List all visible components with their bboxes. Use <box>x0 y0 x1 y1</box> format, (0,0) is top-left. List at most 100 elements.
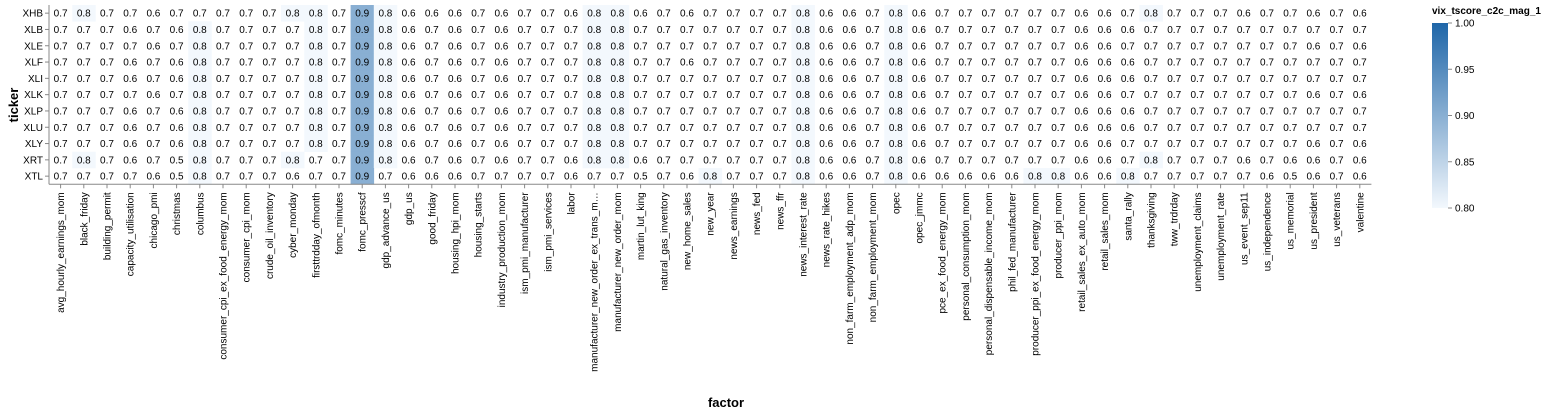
cell-value-label: 0.7 <box>935 123 949 134</box>
cell-value-label: 0.7 <box>866 74 880 85</box>
cell-value-label: 0.7 <box>54 155 68 166</box>
cell-value-label: 0.7 <box>1190 74 1204 85</box>
cell-value-label: 0.7 <box>1190 9 1204 20</box>
cell-value-label: 0.7 <box>1353 123 1367 134</box>
cell-value-label: 0.8 <box>378 123 392 134</box>
cell-value-label: 0.6 <box>123 155 137 166</box>
cell-value-label: 0.7 <box>610 172 624 183</box>
cell-value-label: 0.8 <box>378 74 392 85</box>
heatmap-value-labels: 0.7 0.8 0.7 0.7 0.6 0.7 0.7 0.7 0.7 0.7 0.8 0.8 0.7 0… <box>54 9 1368 183</box>
x-tick-label: cyber_monday <box>288 192 299 258</box>
cell-value-label: 0.7 <box>1028 74 1042 85</box>
y-tick-label: XLU <box>24 123 43 134</box>
cell-value-label: 0.6 <box>912 41 926 52</box>
cell-value-label: 0.7 <box>54 106 68 117</box>
cell-value-label: 0.7 <box>564 123 578 134</box>
cell-value-label: 0.7 <box>958 139 972 150</box>
cell-value-label: 0.7 <box>1051 139 1065 150</box>
cell-value-label: 0.6 <box>912 9 926 20</box>
cell-value-label: 0.7 <box>726 139 740 150</box>
cell-value-label: 0.7 <box>1051 9 1065 20</box>
cell-value-label: 0.8 <box>796 9 810 20</box>
cell-value-label: 0.7 <box>982 90 996 101</box>
cell-value-label: 0.6 <box>448 25 462 36</box>
cell-value-label: 0.8 <box>610 9 624 20</box>
cell-value-label: 0.6 <box>1074 58 1088 69</box>
cell-value-label: 0.7 <box>1353 25 1367 36</box>
cell-value-label: 0.7 <box>773 106 787 117</box>
cell-value-label: 0.7 <box>1051 90 1065 101</box>
cell-value-label: 0.8 <box>309 58 323 69</box>
cell-value-label: 0.7 <box>286 123 300 134</box>
cell-value-label: 0.7 <box>541 123 555 134</box>
heatmap-cell <box>304 37 328 55</box>
cell-value-label: 0.7 <box>866 90 880 101</box>
cell-value-label: 0.7 <box>680 74 694 85</box>
cell-value-label: 0.7 <box>1260 139 1274 150</box>
cell-value-label: 0.9 <box>355 155 369 166</box>
cell-value-label: 0.7 <box>657 25 671 36</box>
cell-value-label: 0.6 <box>1283 155 1297 166</box>
heatmap-cell <box>884 86 908 104</box>
heatmap-cell <box>884 37 908 55</box>
cell-value-label: 0.7 <box>1005 155 1019 166</box>
cell-value-label: 0.8 <box>796 58 810 69</box>
cell-value-label: 0.6 <box>123 74 137 85</box>
cell-value-label: 0.7 <box>680 25 694 36</box>
cell-value-label: 0.7 <box>634 58 648 69</box>
cell-value-label: 0.6 <box>982 172 996 183</box>
cell-value-label: 0.7 <box>657 90 671 101</box>
cell-value-label: 0.6 <box>170 139 184 150</box>
heatmap-cell <box>582 151 607 169</box>
cell-value-label: 0.6 <box>912 106 926 117</box>
cell-value-label: 0.7 <box>216 123 230 134</box>
heatmap-cell <box>791 37 815 55</box>
cell-value-label: 0.6 <box>1306 155 1320 166</box>
cell-value-label: 0.7 <box>541 155 555 166</box>
cell-value-label: 0.7 <box>1144 74 1158 85</box>
cell-value-label: 0.6 <box>842 106 856 117</box>
heatmap-cell <box>373 37 398 55</box>
cell-value-label: 0.7 <box>1214 25 1228 36</box>
cell-value-label: 0.8 <box>889 9 903 20</box>
x-tick-label: retail_sales_mom <box>1100 192 1111 270</box>
cell-value-label: 0.7 <box>518 9 532 20</box>
cell-value-label: 0.6 <box>1074 139 1088 150</box>
cell-value-label: 0.7 <box>1190 41 1204 52</box>
x-tick-label: fomc_minutes <box>335 192 346 254</box>
heatmap-cell <box>791 151 815 169</box>
heatmap-cell <box>373 102 398 120</box>
cell-value-label: 0.7 <box>100 123 114 134</box>
cell-value-label: 0.7 <box>541 9 555 20</box>
cell-value-label: 0.7 <box>146 58 160 69</box>
cell-value-label: 0.7 <box>1190 106 1204 117</box>
cell-value-label: 0.6 <box>1098 41 1112 52</box>
cell-value-label: 0.8 <box>309 106 323 117</box>
cell-value-label: 0.6 <box>494 9 508 20</box>
cell-value-label: 0.7 <box>1167 58 1181 69</box>
cell-value-label: 0.6 <box>494 106 508 117</box>
cell-value-label: 0.6 <box>1098 172 1112 183</box>
cell-value-label: 0.6 <box>170 25 184 36</box>
heatmap-cell <box>350 135 375 152</box>
cell-value-label: 0.6 <box>1121 58 1135 69</box>
heatmap-cell <box>605 119 630 136</box>
cell-value-label: 0.7 <box>518 139 532 150</box>
cell-value-label: 0.7 <box>773 172 787 183</box>
cell-value-label: 0.7 <box>1144 139 1158 150</box>
cell-value-label: 0.8 <box>193 106 207 117</box>
heatmap-cell <box>884 119 908 136</box>
cell-value-label: 0.8 <box>610 139 624 150</box>
heatmap-cell <box>582 21 607 38</box>
cell-value-label: 0.7 <box>123 9 137 20</box>
cell-value-label: 0.6 <box>402 25 416 36</box>
cell-value-label: 0.8 <box>1051 172 1065 183</box>
cell-value-label: 0.7 <box>471 172 485 183</box>
cell-value-label: 0.8 <box>77 155 91 166</box>
cell-value-label: 0.7 <box>773 139 787 150</box>
cell-value-label: 0.7 <box>773 25 787 36</box>
cell-value-label: 0.7 <box>750 41 764 52</box>
cell-value-label: 0.8 <box>309 25 323 36</box>
cell-value-label: 0.7 <box>982 106 996 117</box>
cell-value-label: 0.7 <box>1353 74 1367 85</box>
